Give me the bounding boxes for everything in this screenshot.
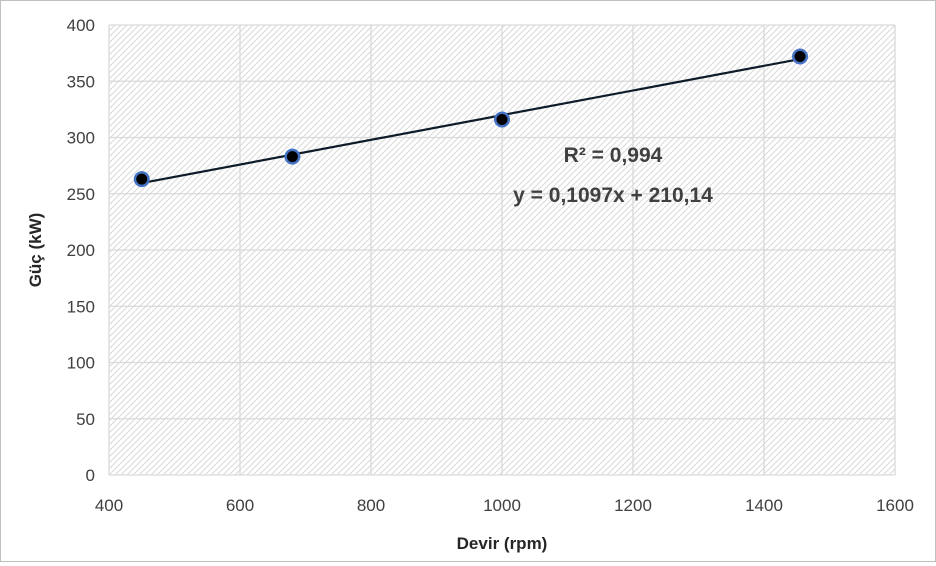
y-tick-labels: 0 50 100 150 200 250 300 350 400 <box>67 16 95 485</box>
gridlines <box>108 24 896 476</box>
data-point <box>284 148 301 165</box>
x-axis-title: Devir (rpm) <box>457 534 548 553</box>
data-point <box>792 48 809 65</box>
y-tick-label: 300 <box>67 129 95 148</box>
data-point-center <box>136 173 148 185</box>
y-tick-label: 200 <box>67 241 95 260</box>
x-tick-label: 600 <box>226 496 254 515</box>
x-tick-label: 1600 <box>876 496 914 515</box>
trendline-equation-annotation: y = 0,1097x + 210,14 <box>513 184 713 207</box>
x-tick-label: 1400 <box>745 496 783 515</box>
y-tick-label: 250 <box>67 185 95 204</box>
y-tick-label: 100 <box>67 354 95 373</box>
x-tick-label: 400 <box>95 496 123 515</box>
y-tick-label: 350 <box>67 72 95 91</box>
y-axis-title: Güç (kW) <box>26 213 45 288</box>
data-point-center <box>794 51 806 62</box>
x-tick-label: 1200 <box>614 496 652 515</box>
data-points <box>133 48 809 188</box>
data-point-center <box>286 151 298 163</box>
trendline <box>141 57 801 185</box>
y-tick-label: 400 <box>67 16 95 35</box>
y-tick-label: 150 <box>67 297 95 316</box>
data-point <box>133 171 150 188</box>
x-tick-label: 1000 <box>483 496 521 515</box>
y-tick-label: 0 <box>86 466 95 485</box>
x-tick-labels: 400 600 800 1000 1200 1400 1600 <box>95 496 914 515</box>
data-point <box>494 111 510 128</box>
y-tick-label: 50 <box>76 410 95 429</box>
r-squared-annotation: R² = 0,994 <box>564 144 663 167</box>
x-tick-label: 800 <box>357 496 385 515</box>
data-point-center <box>496 114 508 125</box>
